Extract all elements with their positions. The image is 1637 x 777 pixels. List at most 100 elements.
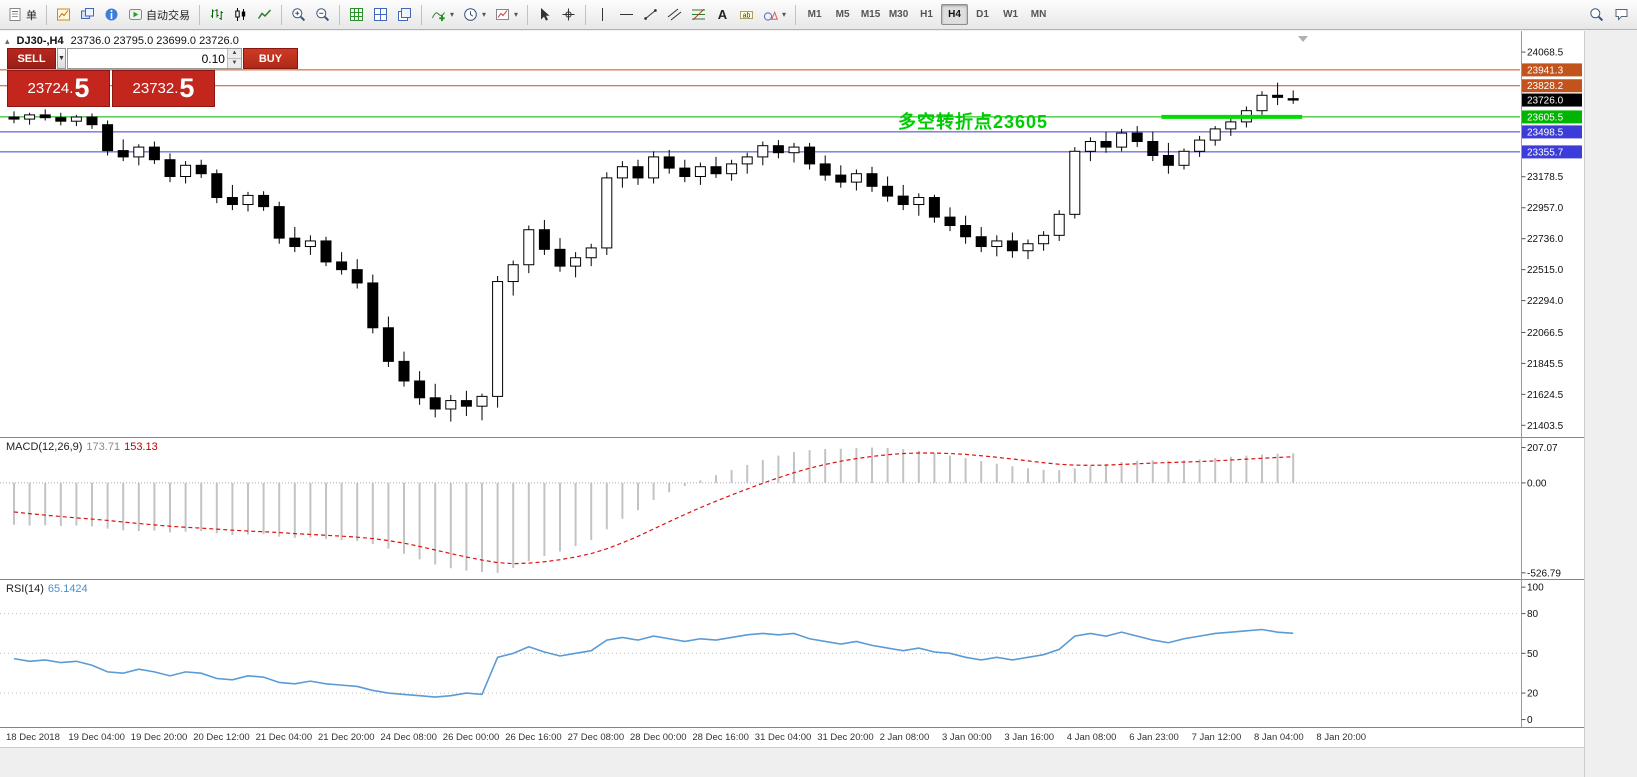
sell-price-box[interactable]: 23724. 5 xyxy=(7,70,110,107)
time-axis-label: 20 Dec 12:00 xyxy=(193,732,250,743)
rsi-axis-tick: 20 xyxy=(1527,689,1539,700)
volume-down-button[interactable]: ▼ xyxy=(227,59,241,68)
ohlc-bars-icon xyxy=(209,7,224,22)
clock-icon xyxy=(463,7,478,22)
buy-price-box[interactable]: 23732. 5 xyxy=(112,70,215,107)
vertical-line-button[interactable] xyxy=(591,3,614,27)
timeframe-mn-button[interactable]: MN xyxy=(1025,4,1052,25)
chart-candles-button[interactable] xyxy=(229,3,252,27)
price-axis-tick: 22515.0 xyxy=(1527,265,1564,276)
text-button[interactable]: A xyxy=(711,3,734,27)
indicators-button[interactable]: ▾ xyxy=(427,3,458,27)
add-indicator-icon xyxy=(431,7,446,22)
timeframe-w1-button[interactable]: W1 xyxy=(997,4,1024,25)
price-line-label-text: 23355.7 xyxy=(1527,147,1564,158)
grid-button[interactable] xyxy=(345,3,368,27)
horizontal-line-icon xyxy=(619,7,634,22)
toolbar-separator xyxy=(795,4,797,25)
time-axis-label: 3 Jan 16:00 xyxy=(1004,732,1055,743)
svg-text:ab: ab xyxy=(743,12,751,19)
zoom-out-button[interactable] xyxy=(311,3,334,27)
time-axis-label: 7 Jan 12:00 xyxy=(1191,732,1242,743)
shapes-button[interactable]: ▾ xyxy=(759,3,790,27)
rsi-axis-tick: 50 xyxy=(1527,649,1539,660)
time-axis-label: 24 Dec 08:00 xyxy=(380,732,437,743)
chat-icon xyxy=(1614,7,1629,22)
price-line-label-text: 23726.0 xyxy=(1527,96,1564,107)
time-axis-label: 28 Dec 16:00 xyxy=(692,732,749,743)
toolbar-separator xyxy=(46,4,47,25)
time-axis-label: 18 Dec 2018 xyxy=(6,732,60,743)
data-window-button[interactable] xyxy=(100,3,123,27)
timeframe-d1-button[interactable]: D1 xyxy=(969,4,996,25)
timeframe-m5-button[interactable]: M5 xyxy=(829,4,856,25)
template-icon xyxy=(495,7,510,22)
timeframe-h4-button[interactable]: H4 xyxy=(941,4,969,25)
candles[interactable] xyxy=(8,82,1299,422)
trendline-button[interactable] xyxy=(639,3,662,27)
buy-price-big-digit: 5 xyxy=(179,73,195,103)
timeframe-m15-button[interactable]: M15 xyxy=(857,4,884,25)
cascade-windows-button[interactable] xyxy=(393,3,416,27)
price-line-label-text: 23941.3 xyxy=(1527,65,1564,76)
one-click-toggle-icon[interactable]: ▴ xyxy=(5,35,10,46)
fibonacci-button[interactable] xyxy=(687,3,710,27)
sell-button[interactable]: SELL xyxy=(7,48,56,69)
pivot-annotation-text[interactable]: 多空转折点23605 xyxy=(898,112,1049,132)
chart-line-button[interactable] xyxy=(253,3,276,27)
time-axis-label: 21 Dec 04:00 xyxy=(255,732,313,743)
symbol-title: DJ30-,H4 xyxy=(16,35,64,47)
rsi-panel-canvas[interactable]: 100 80 50 20 0 xyxy=(0,579,1584,727)
sell-price-main: 23724. xyxy=(27,80,74,97)
volume-up-button[interactable]: ▲ xyxy=(227,49,241,59)
crosshair-button[interactable] xyxy=(557,3,580,27)
templates-button[interactable]: ▾ xyxy=(491,3,522,27)
time-axis-label: 31 Dec 04:00 xyxy=(754,732,812,743)
chart-shift-marker[interactable] xyxy=(1298,36,1308,42)
macd-axis-tick: 0.00 xyxy=(1527,478,1547,489)
dropdown-caret-icon: ▾ xyxy=(514,10,519,19)
rsi-indicator-label: RSI(14) 65.1424 xyxy=(6,583,88,595)
new-chart-button[interactable] xyxy=(52,3,75,27)
sell-price-big-digit: 5 xyxy=(74,73,90,103)
autotrading-button[interactable]: 自动交易 xyxy=(124,3,194,27)
cursor-button[interactable] xyxy=(533,3,556,27)
profiles-button[interactable] xyxy=(76,3,99,27)
time-axis[interactable]: 18 Dec 2018 19 Dec 04:00 19 Dec 20:00 20 De… xyxy=(0,727,1584,747)
main-chart-canvas[interactable]: 24068.5 23178.5 22957.0 22736.0 22515.0 22294… xyxy=(0,31,1584,437)
timeframe-m1-button[interactable]: M1 xyxy=(801,4,828,25)
volume-dropdown-button[interactable]: ▼ xyxy=(57,48,66,69)
toolbar-separator xyxy=(421,4,422,25)
tile-windows-icon xyxy=(373,7,388,22)
chat-button[interactable] xyxy=(1610,3,1633,27)
rsi-axis-tick: 0 xyxy=(1527,715,1533,726)
channel-button[interactable] xyxy=(663,3,686,27)
chart-bars-button[interactable] xyxy=(205,3,228,27)
new-order-button[interactable]: 单 xyxy=(4,3,41,27)
label-button[interactable]: ab xyxy=(735,3,758,27)
time-axis-label: 28 Dec 00:00 xyxy=(630,732,687,743)
zoom-out-icon xyxy=(315,7,330,22)
price-line-label xyxy=(1522,125,1582,139)
timeframe-m30-button[interactable]: M30 xyxy=(885,4,912,25)
periods-button[interactable]: ▾ xyxy=(459,3,490,27)
zoom-in-button[interactable] xyxy=(287,3,310,27)
price-line-label xyxy=(1522,79,1582,93)
time-axis-label: 8 Jan 04:00 xyxy=(1254,732,1304,743)
zoom-in-icon xyxy=(291,7,306,22)
search-button[interactable] xyxy=(1585,3,1608,27)
price-axis-tick: 22736.0 xyxy=(1527,234,1564,245)
right-gutter xyxy=(1584,31,1637,777)
macd-axis-tick: -526.79 xyxy=(1527,568,1561,579)
buy-button[interactable]: BUY xyxy=(242,48,298,69)
horizontal-line-button[interactable] xyxy=(615,3,638,27)
timeframe-h1-button[interactable]: H1 xyxy=(913,4,940,25)
toolbar-separator xyxy=(585,4,587,25)
volume-input[interactable] xyxy=(67,49,227,68)
tile-windows-button[interactable] xyxy=(369,3,392,27)
price-line-label xyxy=(1522,145,1582,159)
macd-panel-canvas[interactable]: 207.07 0.00 -526.79 xyxy=(0,437,1584,579)
price-axis-tick: 21845.5 xyxy=(1527,359,1564,370)
dropdown-caret-icon: ▾ xyxy=(782,10,787,19)
price-line-label-text: 23828.2 xyxy=(1527,81,1564,92)
